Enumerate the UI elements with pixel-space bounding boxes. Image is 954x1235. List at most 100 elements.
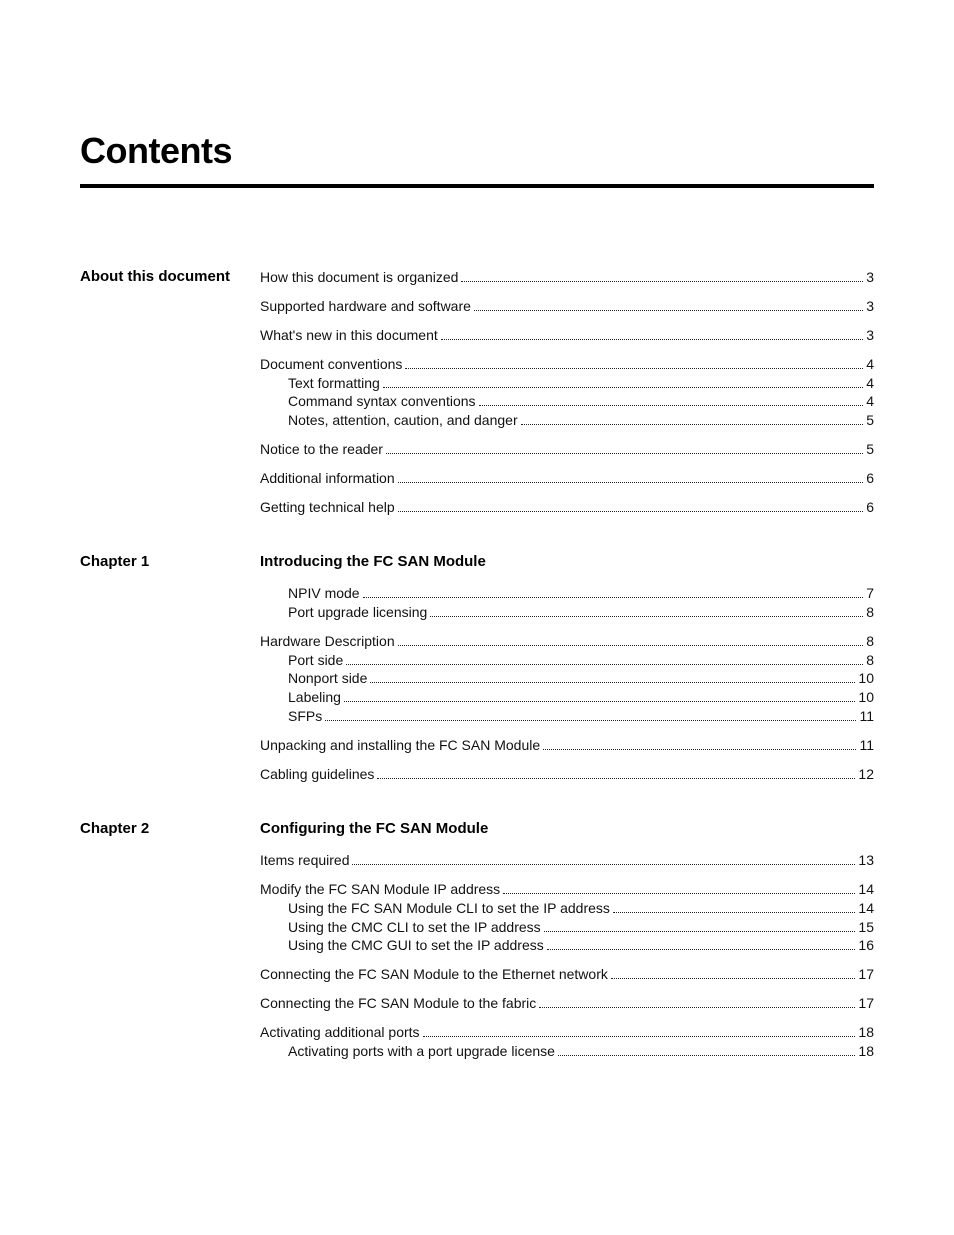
- toc-leader-dots: [503, 893, 855, 894]
- toc-entry-text: Supported hardware and software: [260, 297, 471, 316]
- toc-leader-dots: [398, 511, 864, 512]
- toc-entry[interactable]: Activating ports with a port upgrade lic…: [260, 1042, 874, 1061]
- toc-entry[interactable]: Additional information 6: [260, 469, 874, 488]
- toc-page-number: 15: [858, 918, 874, 937]
- toc-entry-text: SFPs: [288, 707, 322, 726]
- toc-entry-group: Additional information 6: [260, 469, 874, 488]
- chapter-label: Chapter 2: [80, 820, 260, 837]
- toc-entry-group: Unpacking and installing the FC SAN Modu…: [260, 736, 874, 755]
- toc-page-number: 4: [866, 355, 874, 374]
- toc-entry[interactable]: Document conventions 4: [260, 355, 874, 374]
- toc-entry[interactable]: Port upgrade licensing 8: [260, 603, 874, 622]
- toc-leader-dots: [430, 616, 863, 617]
- section-right-column: Introducing the FC SAN Module NPIV mode 7…: [260, 553, 874, 794]
- toc-entry-text: Connecting the FC SAN Module to the Ethe…: [260, 965, 608, 984]
- toc-leader-dots: [405, 368, 863, 369]
- toc-leader-dots: [611, 978, 856, 979]
- toc-entry-group: What's new in this document 3: [260, 326, 874, 345]
- section-heading: About this document: [80, 268, 260, 285]
- toc-entry-text: What's new in this document: [260, 326, 438, 345]
- section-heading: Introducing the FC SAN Module: [260, 553, 874, 570]
- toc-leader-dots: [479, 405, 864, 406]
- section-left-column: Chapter 2: [80, 820, 260, 1071]
- toc-page-number: 5: [866, 411, 874, 430]
- toc-entry-group: How this document is organized 3: [260, 268, 874, 287]
- toc-entry[interactable]: Connecting the FC SAN Module to the fabr…: [260, 994, 874, 1013]
- toc-entry[interactable]: Notice to the reader 5: [260, 440, 874, 459]
- title-rule: [80, 184, 874, 188]
- toc-leader-dots: [558, 1055, 855, 1056]
- toc-entry-text: Port upgrade licensing: [288, 603, 427, 622]
- toc-entry[interactable]: Using the CMC GUI to set the IP address …: [260, 936, 874, 955]
- toc-entry[interactable]: How this document is organized 3: [260, 268, 874, 287]
- toc-entry-text: Text formatting: [288, 374, 380, 393]
- toc-entry-text: Unpacking and installing the FC SAN Modu…: [260, 736, 540, 755]
- toc-entry[interactable]: Hardware Description 8: [260, 632, 874, 651]
- toc-leader-dots: [325, 720, 856, 721]
- toc-entry[interactable]: Items required 13: [260, 851, 874, 870]
- toc-entry[interactable]: Modify the FC SAN Module IP address 14: [260, 880, 874, 899]
- toc-page-number: 7: [866, 584, 874, 603]
- toc-entry-group: Notice to the reader 5: [260, 440, 874, 459]
- toc-entry-text: Getting technical help: [260, 498, 395, 517]
- toc-entry[interactable]: Labeling 10: [260, 688, 874, 707]
- toc-entry-group: Cabling guidelines 12: [260, 765, 874, 784]
- toc-leader-dots: [398, 482, 864, 483]
- toc-entry-text: NPIV mode: [288, 584, 360, 603]
- toc-entry[interactable]: Supported hardware and software 3: [260, 297, 874, 316]
- toc-entry[interactable]: NPIV mode 7: [260, 584, 874, 603]
- toc-leader-dots: [377, 778, 855, 779]
- toc-entry-text: Hardware Description: [260, 632, 395, 651]
- page-title: Contents: [80, 130, 874, 172]
- toc-page-number: 18: [858, 1042, 874, 1061]
- toc-leader-dots: [539, 1007, 855, 1008]
- toc-entry-text: Using the FC SAN Module CLI to set the I…: [288, 899, 610, 918]
- chapter-label: Chapter 1: [80, 553, 260, 570]
- toc-entry-text: How this document is organized: [260, 268, 458, 287]
- toc-entry[interactable]: Using the CMC CLI to set the IP address …: [260, 918, 874, 937]
- toc-entry-text: Additional information: [260, 469, 395, 488]
- toc-page-number: 17: [858, 994, 874, 1013]
- toc-entry[interactable]: Nonport side 10: [260, 669, 874, 688]
- toc-entry[interactable]: Using the FC SAN Module CLI to set the I…: [260, 899, 874, 918]
- toc-entry-group: NPIV mode 7Port upgrade licensing 8: [260, 584, 874, 622]
- toc-entry-group: Supported hardware and software 3: [260, 297, 874, 316]
- toc-entry[interactable]: SFPs 11: [260, 707, 874, 726]
- toc-page-number: 10: [858, 688, 874, 707]
- toc-entry[interactable]: Activating additional ports 18: [260, 1023, 874, 1042]
- toc-leader-dots: [547, 949, 856, 950]
- toc-entry[interactable]: Connecting the FC SAN Module to the Ethe…: [260, 965, 874, 984]
- toc-page-number: 8: [866, 632, 874, 651]
- toc-entry-group: Connecting the FC SAN Module to the fabr…: [260, 994, 874, 1013]
- toc-entry[interactable]: Text formatting 4: [260, 374, 874, 393]
- toc-entry[interactable]: What's new in this document 3: [260, 326, 874, 345]
- toc-entry[interactable]: Unpacking and installing the FC SAN Modu…: [260, 736, 874, 755]
- toc-section: Chapter 2Configuring the FC SAN Module It…: [80, 820, 874, 1071]
- toc-page-number: 16: [858, 936, 874, 955]
- toc-entry[interactable]: Getting technical help 6: [260, 498, 874, 517]
- section-right-column: Configuring the FC SAN Module Items requi…: [260, 820, 874, 1071]
- toc-leader-dots: [613, 912, 856, 913]
- toc-page-number: 14: [858, 880, 874, 899]
- toc-leader-dots: [543, 749, 856, 750]
- document-page: Contents About this documentHow this doc…: [0, 0, 954, 1157]
- toc-entry[interactable]: Port side 8: [260, 651, 874, 670]
- toc-leader-dots: [344, 701, 855, 702]
- toc-page-number: 10: [858, 669, 874, 688]
- toc-entry[interactable]: Command syntax conventions 4: [260, 392, 874, 411]
- toc-leader-dots: [521, 424, 864, 425]
- toc-page-number: 6: [866, 469, 874, 488]
- section-heading: Configuring the FC SAN Module: [260, 820, 874, 837]
- toc-entry-text: Connecting the FC SAN Module to the fabr…: [260, 994, 536, 1013]
- toc-leader-dots: [544, 931, 856, 932]
- toc-page-number: 17: [858, 965, 874, 984]
- toc-leader-dots: [363, 597, 864, 598]
- toc-entry-text: Activating additional ports: [260, 1023, 420, 1042]
- toc-page-number: 5: [866, 440, 874, 459]
- toc-page-number: 11: [859, 736, 874, 755]
- toc-entry-group: Activating additional ports 18Activating…: [260, 1023, 874, 1061]
- toc-entry-group: Modify the FC SAN Module IP address 14Us…: [260, 880, 874, 956]
- toc-entry-text: Items required: [260, 851, 349, 870]
- toc-entry[interactable]: Notes, attention, caution, and danger 5: [260, 411, 874, 430]
- toc-entry[interactable]: Cabling guidelines 12: [260, 765, 874, 784]
